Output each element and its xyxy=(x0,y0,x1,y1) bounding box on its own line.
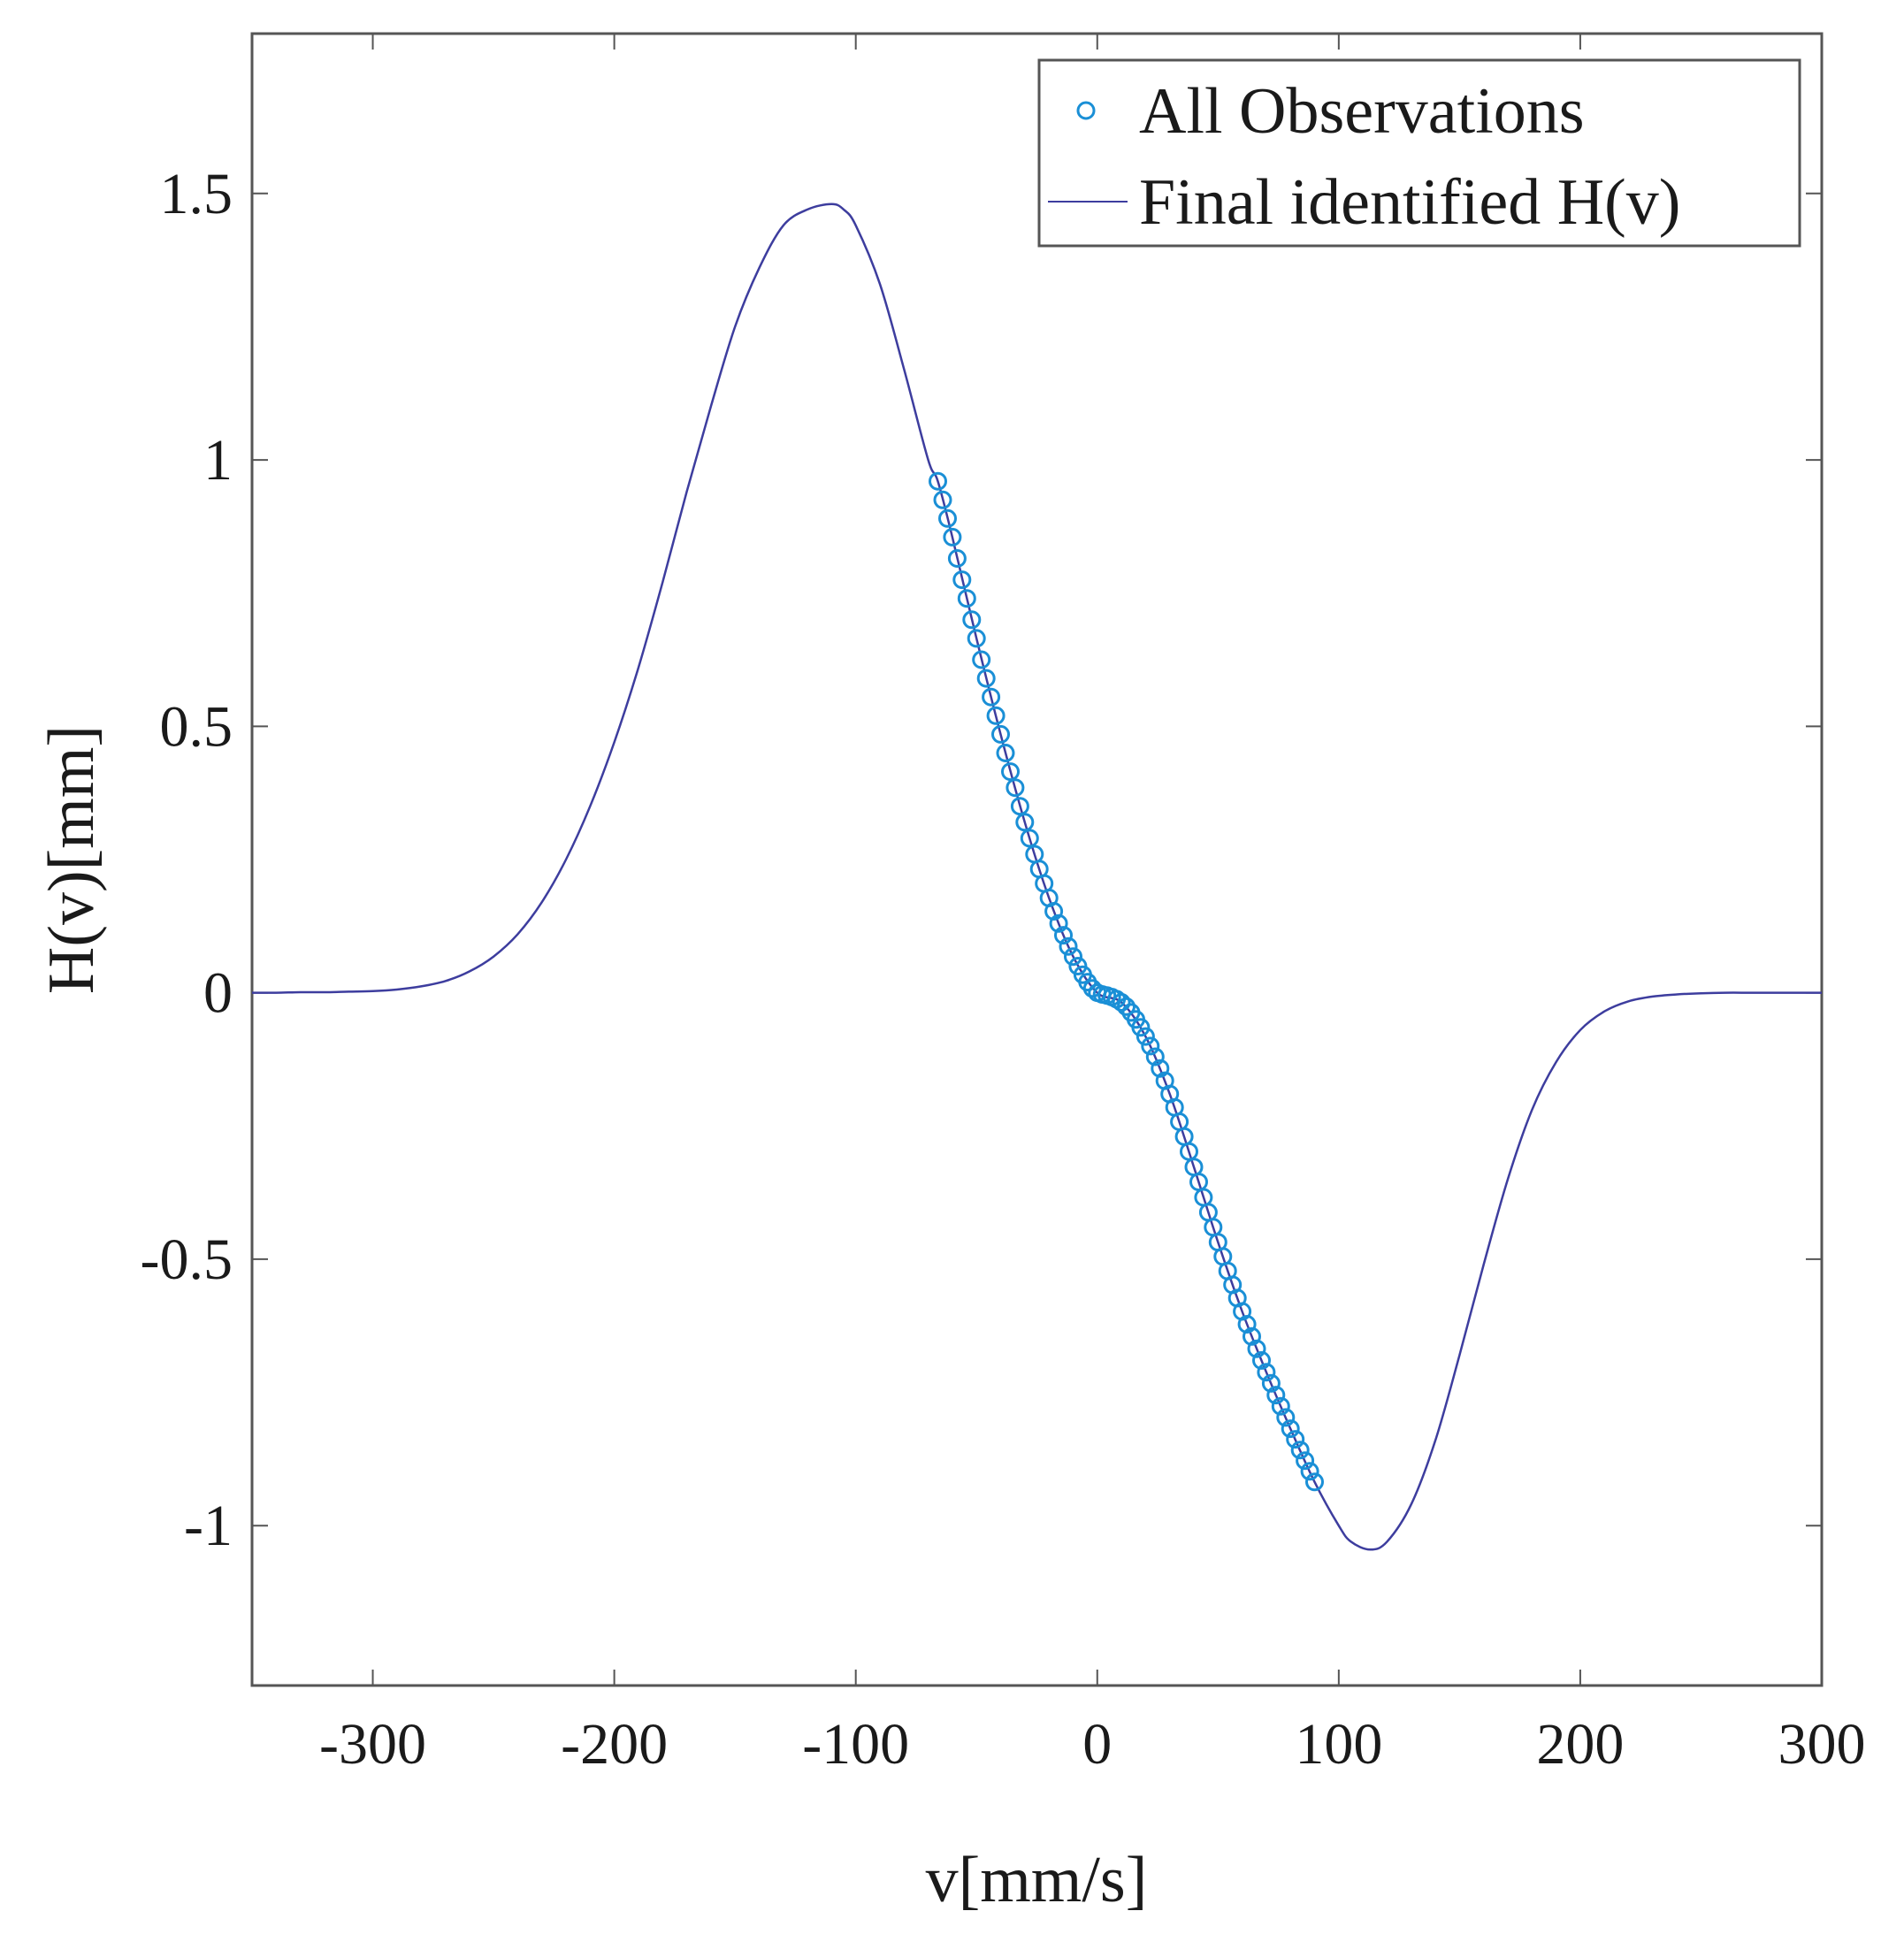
legend: All Observations Final identified H(v) xyxy=(1037,58,1801,248)
observation-point xyxy=(1082,979,1102,998)
observation-point xyxy=(1054,926,1073,945)
observation-point xyxy=(1006,778,1025,798)
y-tick-label: 1 xyxy=(203,428,233,493)
observation-point xyxy=(957,589,976,608)
y-tick-label: 1.5 xyxy=(160,162,233,226)
y-tick-label: -1 xyxy=(184,1494,233,1558)
observation-point xyxy=(1261,1373,1281,1393)
observation-point xyxy=(1020,829,1039,848)
x-tick-label: 200 xyxy=(1536,1712,1624,1777)
observation-point xyxy=(938,508,957,528)
observation-point xyxy=(1044,902,1064,921)
observation-point xyxy=(1276,1408,1296,1427)
legend-label-observations: All Observations xyxy=(1139,75,1585,148)
observation-point xyxy=(1112,993,1131,1012)
observation-point xyxy=(1271,1396,1290,1416)
observation-point xyxy=(996,744,1015,762)
scatter-series-layer xyxy=(929,471,1324,1492)
plot-frame xyxy=(250,32,1824,1687)
x-tick-label: -200 xyxy=(561,1712,668,1777)
observation-point xyxy=(1247,1339,1266,1358)
observation-point xyxy=(1257,1363,1276,1382)
observation-point xyxy=(1141,1036,1160,1056)
observation-point xyxy=(1136,1027,1155,1046)
observation-point xyxy=(943,527,962,547)
x-axis: -300 -200 -100 0 100 200 300 xyxy=(319,34,1866,1777)
observation-point xyxy=(1296,1451,1315,1471)
observation-point xyxy=(1049,913,1068,933)
y-axis-label: H(v)[mm] xyxy=(35,725,108,994)
y-tick-label: 0.5 xyxy=(160,694,233,759)
observation-point xyxy=(1059,936,1078,956)
observation-point xyxy=(933,490,952,509)
observation-point xyxy=(1131,1018,1151,1037)
observation-point xyxy=(1064,947,1082,967)
legend-marker-observations xyxy=(1076,101,1096,120)
observation-point xyxy=(972,650,991,669)
observation-point xyxy=(991,724,1010,744)
observation-point xyxy=(1286,1430,1305,1449)
y-axis: -1 -0.5 0 0.5 1 1.5 xyxy=(141,162,1822,1558)
observation-point xyxy=(1145,1047,1165,1066)
observation-point xyxy=(1300,1462,1319,1481)
y-tick-label: 0 xyxy=(203,961,233,1026)
observation-point xyxy=(1290,1441,1310,1460)
observation-point xyxy=(962,610,982,630)
observation-point xyxy=(929,471,947,491)
observation-point xyxy=(982,687,1001,707)
x-tick-label: 100 xyxy=(1295,1712,1382,1777)
legend-label-identified: Final identified H(v) xyxy=(1139,166,1680,239)
observation-point xyxy=(967,629,986,648)
observation-point xyxy=(1237,1315,1257,1334)
observation-point xyxy=(1010,797,1029,816)
observation-point xyxy=(1243,1326,1261,1346)
observation-point xyxy=(1266,1386,1286,1405)
observation-point xyxy=(1305,1472,1324,1492)
observation-point xyxy=(976,669,996,688)
observation-point xyxy=(1252,1350,1271,1370)
x-axis-label: v[mm/s] xyxy=(926,1844,1148,1916)
observation-point xyxy=(952,570,972,590)
x-tick-label: -100 xyxy=(802,1712,909,1777)
observation-point xyxy=(1117,997,1136,1016)
observation-point xyxy=(1151,1059,1170,1078)
legend-box xyxy=(1037,58,1801,248)
observation-point xyxy=(947,549,967,568)
x-tick-label: -300 xyxy=(319,1712,426,1777)
observation-point xyxy=(1001,762,1020,782)
x-tick-label: 300 xyxy=(1778,1712,1866,1777)
x-tick-label: 0 xyxy=(1082,1712,1112,1777)
observation-point xyxy=(1281,1419,1300,1439)
y-tick-label: -0.5 xyxy=(141,1227,233,1292)
observation-point xyxy=(986,706,1006,725)
observation-point xyxy=(1015,813,1035,832)
